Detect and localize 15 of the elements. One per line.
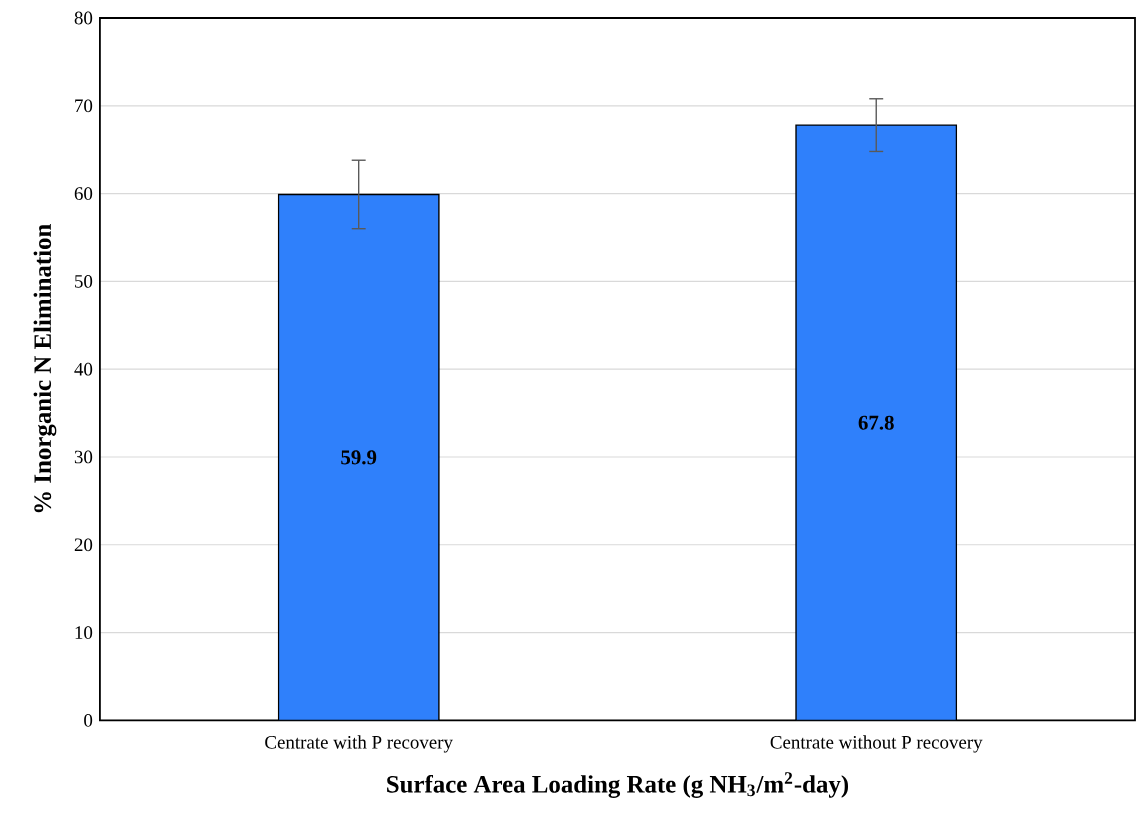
data-label: 59.9 (341, 450, 377, 465)
y-tick-label: 70 (75, 99, 93, 113)
y-tick-label: 50 (75, 274, 93, 288)
x-tick-label: Centrate with P recovery (265, 735, 453, 753)
y-tick-label: 20 (74, 538, 93, 552)
y-tick-label: 40 (74, 362, 93, 376)
y-tick-label: 80 (74, 11, 93, 25)
y-tick-label: 10 (75, 626, 93, 639)
data-label: 67.8 (858, 415, 894, 430)
y-tick-label: 0 (84, 713, 93, 727)
y-tick-label: 30 (74, 450, 93, 464)
text: Surface Area Loading Rate (g NH$_{3}$/m$^{2}$-day) (387, 772, 849, 798)
y-tick-label: 60 (74, 187, 93, 200)
y-axis-title: % Inorganic N Elimination (33, 223, 57, 512)
x-tick-label: Centrate without P recovery (770, 735, 983, 753)
